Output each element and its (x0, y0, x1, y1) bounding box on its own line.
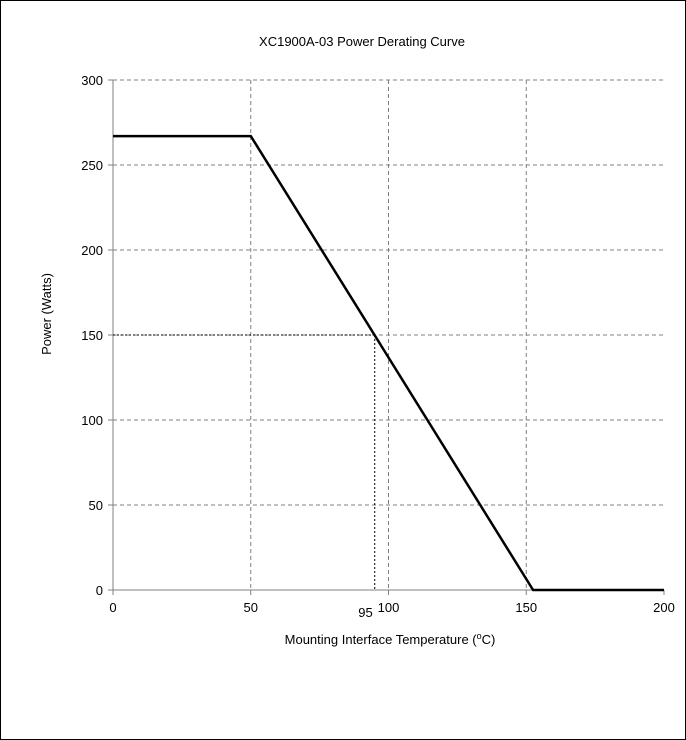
derating-curve-line (113, 134, 664, 592)
grid-lines (113, 79, 664, 590)
series-layer (113, 134, 664, 592)
x-tick-label: 200 (653, 600, 675, 615)
annotation-label: 95 (358, 605, 372, 620)
x-tick-label: 50 (244, 600, 258, 615)
y-axis-label: Power (Watts) (39, 273, 54, 355)
reference-guides (113, 334, 376, 590)
y-tick-label: 250 (81, 158, 103, 173)
y-tick-label: 200 (81, 243, 103, 258)
y-tick-label: 100 (81, 413, 103, 428)
x-tick-label: 0 (109, 600, 116, 615)
x-axis-label-degree: o (477, 631, 482, 641)
axes (108, 79, 665, 595)
y-tick-label: 300 (81, 73, 103, 88)
x-axis-label: Mounting Interface Temperature (oC) (285, 631, 496, 647)
x-axis-label-prefix: Mounting Interface Temperature ( (285, 632, 478, 647)
y-tick-labels: 0 50 100 150 200 250 300 (81, 73, 103, 598)
x-tick-label: 100 (378, 600, 400, 615)
y-tick-label: 150 (81, 328, 103, 343)
y-tick-label: 50 (89, 498, 103, 513)
x-axis-label-suffix: C) (482, 632, 496, 647)
x-tick-labels: 0 50 100 150 200 (109, 600, 674, 615)
y-tick-label: 0 (96, 583, 103, 598)
x-tick-label: 150 (515, 600, 537, 615)
chart-title: XC1900A-03 Power Derating Curve (259, 34, 465, 49)
